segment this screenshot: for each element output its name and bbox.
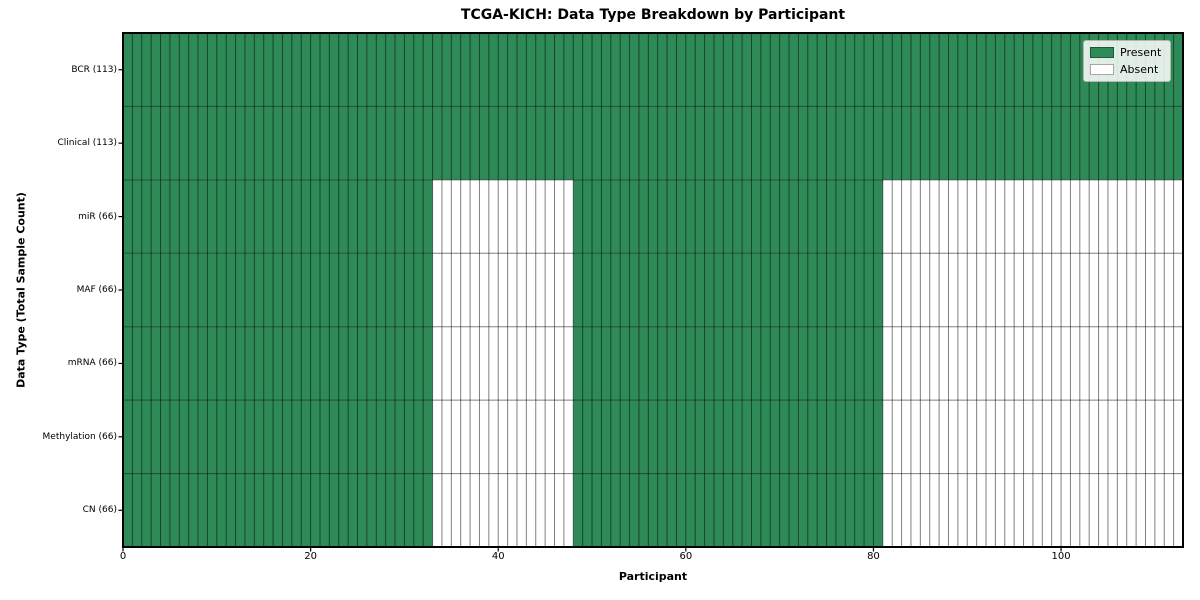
legend: Present Absent: [1083, 40, 1172, 82]
row-present-band: [573, 400, 883, 474]
x-tick-label: 20: [304, 551, 317, 562]
x-tick-label: 0: [119, 551, 127, 562]
present-color-swatch: [1090, 47, 1114, 58]
x-axis-label: Participant: [618, 570, 688, 583]
y-tick-label: CN (66): [82, 505, 117, 516]
row-present-band: [573, 326, 883, 401]
y-tick-label: miR (66): [78, 211, 117, 222]
x-tick-label: 100: [1051, 551, 1071, 562]
row-present-band: [573, 179, 883, 254]
heatmap-grid: [118, 32, 1184, 552]
row-present-band: [123, 326, 433, 401]
absent-color-swatch: [1090, 64, 1114, 75]
y-tick-label: mRNA (66): [67, 358, 117, 369]
row-present-band: [573, 473, 883, 547]
row-present-band: [123, 33, 1183, 107]
legend-entry-present: Present: [1090, 46, 1161, 59]
x-tick-label: 80: [867, 551, 880, 562]
row-present-band: [123, 179, 433, 254]
x-tick-label: 60: [679, 551, 693, 562]
chart-title: TCGA-KICH: Data Type Breakdown by Partic…: [460, 7, 846, 23]
legend-entry-absent: Absent: [1090, 63, 1161, 76]
row-present-band: [123, 253, 433, 327]
plot-frame: [122, 32, 1184, 548]
y-tick-label: BCR (113): [71, 64, 117, 75]
row-present-band: [573, 253, 883, 327]
y-tick-label: Methylation (66): [42, 431, 117, 442]
y-tick-label: MAF (66): [76, 285, 117, 295]
row-present-band: [123, 106, 1183, 180]
row-present-band: [123, 400, 433, 474]
x-tick-label: 40: [491, 551, 505, 562]
row-present-band: [123, 473, 433, 547]
y-tick-label: Clinical (113): [57, 138, 117, 149]
legend-label-absent: Absent: [1120, 63, 1159, 76]
legend-label-present: Present: [1120, 46, 1162, 59]
